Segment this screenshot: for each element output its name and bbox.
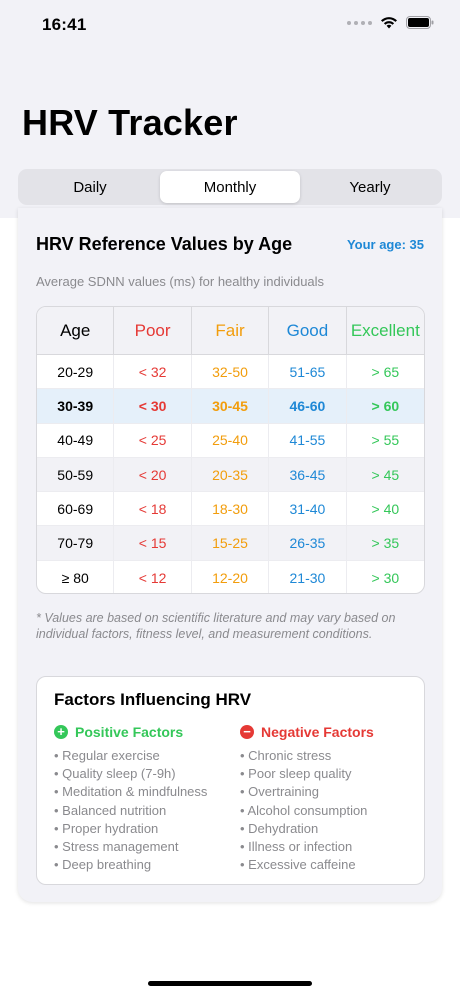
positive-factors-label: Positive Factors — [75, 724, 184, 740]
your-age-label: Your age: 35 — [346, 237, 424, 252]
period-segmented-control: Daily Monthly Yearly — [18, 169, 442, 205]
status-time: 16:41 — [42, 15, 87, 34]
wifi-icon — [381, 17, 397, 29]
cell-excellent: > 45 — [371, 466, 400, 483]
factors-title: Factors Influencing HRV — [54, 690, 252, 709]
cell-excellent: > 40 — [371, 500, 400, 517]
status-icons — [347, 16, 434, 29]
list-item: • Stress management — [54, 838, 179, 854]
signal-dots-icon — [347, 20, 372, 25]
column-header-excellent: Excellent — [350, 320, 420, 340]
reference-table: Age Poor Fair Good Excellent 20-29 < 32 … — [36, 306, 425, 594]
table-row: 60-69 < 18 18-30 31-40 > 40 — [37, 492, 424, 527]
list-item: • Chronic stress — [240, 748, 332, 763]
cell-fair: 25-40 — [192, 423, 270, 457]
tab-yearly[interactable]: Yearly — [349, 178, 391, 196]
column-header-good: Good — [269, 307, 347, 354]
column-header-fair: Fair — [192, 307, 270, 354]
cell-excellent: > 65 — [371, 363, 400, 380]
list-item: • Deep breathing — [54, 857, 152, 873]
list-item: • Meditation & mindfulness — [54, 784, 208, 800]
cell-good: 46-60 — [269, 389, 347, 423]
cell-good: 21-30 — [269, 560, 347, 593]
cell-fair: 30-45 — [192, 389, 270, 423]
list-item: • Overtraining — [240, 784, 319, 800]
list-item: • Excessive caffeine — [240, 857, 356, 873]
plus-circle-icon: + — [54, 725, 68, 739]
positive-factors-header: + Positive Factors — [54, 723, 207, 741]
reference-footnote: * Values are based on scientific literat… — [36, 611, 396, 641]
list-item: • Alcohol consumption — [240, 802, 368, 818]
list-item: • Illness or infection — [240, 838, 353, 854]
cell-good: 41-55 — [269, 423, 347, 457]
cell-fair: 12-20 — [192, 560, 270, 593]
cell-excellent: > 30 — [371, 569, 400, 586]
cell-fair: 15-25 — [192, 526, 270, 560]
page-title: HRV Tracker — [22, 102, 238, 143]
cell-good: 51-65 — [269, 355, 347, 389]
home-indicator[interactable] — [148, 981, 312, 986]
cell-age: 40-49 — [37, 423, 115, 457]
cell-poor: < 32 — [114, 355, 192, 389]
table-row: 50-59 < 20 20-35 36-45 > 45 — [37, 457, 424, 493]
reference-subtitle: Average SDNN values (ms) for healthy ind… — [36, 274, 325, 289]
tab-monthly[interactable]: Monthly — [160, 171, 300, 203]
cell-excellent: > 55 — [371, 432, 400, 449]
cell-poor: < 18 — [114, 492, 192, 526]
cell-age: 30-39 — [37, 389, 115, 423]
cell-age: 50-59 — [37, 457, 115, 492]
cell-poor: < 12 — [114, 560, 192, 593]
table-row: 20-29 < 32 32-50 51-65 > 65 — [37, 355, 424, 390]
cell-good: 26-35 — [269, 526, 347, 560]
factors-card: Factors Influencing HRV + Positive Facto… — [36, 676, 425, 885]
table-row: ≥ 80 < 12 12-20 21-30 > 30 — [37, 560, 424, 593]
negative-factors-label: Negative Factors — [261, 724, 374, 740]
cell-poor: < 25 — [114, 423, 192, 457]
negative-factors-list: • Chronic stress • Poor sleep quality • … — [240, 747, 374, 874]
negative-factors-column: − Negative Factors • Chronic stress • Po… — [240, 723, 374, 874]
cell-age: 60-69 — [37, 492, 115, 526]
table-row: 40-49 < 25 25-40 41-55 > 55 — [37, 423, 424, 458]
cell-fair: 20-35 — [192, 457, 270, 492]
cell-excellent: > 60 — [371, 397, 400, 414]
cell-poor: < 20 — [114, 457, 192, 492]
list-item: • Poor sleep quality — [240, 766, 352, 782]
table-header: Age Poor Fair Good Excellent — [37, 307, 424, 355]
cell-age: ≥ 80 — [37, 560, 115, 593]
list-item: • Proper hydration — [54, 820, 159, 836]
column-header-age: Age — [37, 307, 115, 354]
table-row-highlighted: 30-39 < 30 30-45 46-60 > 60 — [37, 389, 424, 424]
cell-fair: 32-50 — [192, 355, 270, 389]
column-header-poor: Poor — [114, 307, 192, 354]
cell-good: 31-40 — [269, 492, 347, 526]
status-bar: 16:41 — [0, 0, 460, 50]
reference-title: HRV Reference Values by Age — [36, 234, 293, 254]
negative-factors-header: − Negative Factors — [240, 723, 374, 741]
cell-age: 70-79 — [37, 526, 115, 560]
list-item: • Regular exercise — [54, 748, 160, 763]
cell-age: 20-29 — [37, 355, 115, 389]
list-item: • Quality sleep (7-9h) — [54, 766, 176, 782]
list-item: • Dehydration — [240, 820, 319, 836]
table-row: 70-79 < 15 15-25 26-35 > 35 — [37, 526, 424, 561]
cell-excellent: > 35 — [371, 535, 400, 552]
battery-icon — [406, 16, 434, 29]
cell-fair: 18-30 — [192, 492, 270, 526]
cell-poor: < 15 — [114, 526, 192, 560]
hrv-reference-card: HRV Reference Values by Age Your age: 35… — [18, 208, 442, 902]
cell-poor: < 30 — [114, 389, 192, 423]
minus-circle-icon: − — [240, 725, 254, 739]
cell-good: 36-45 — [269, 457, 347, 492]
tab-daily[interactable]: Daily — [73, 178, 107, 196]
list-item: • Balanced nutrition — [54, 802, 167, 818]
positive-factors-column: + Positive Factors • Regular exercise • … — [54, 723, 207, 874]
positive-factors-list: • Regular exercise • Quality sleep (7-9h… — [54, 747, 207, 874]
